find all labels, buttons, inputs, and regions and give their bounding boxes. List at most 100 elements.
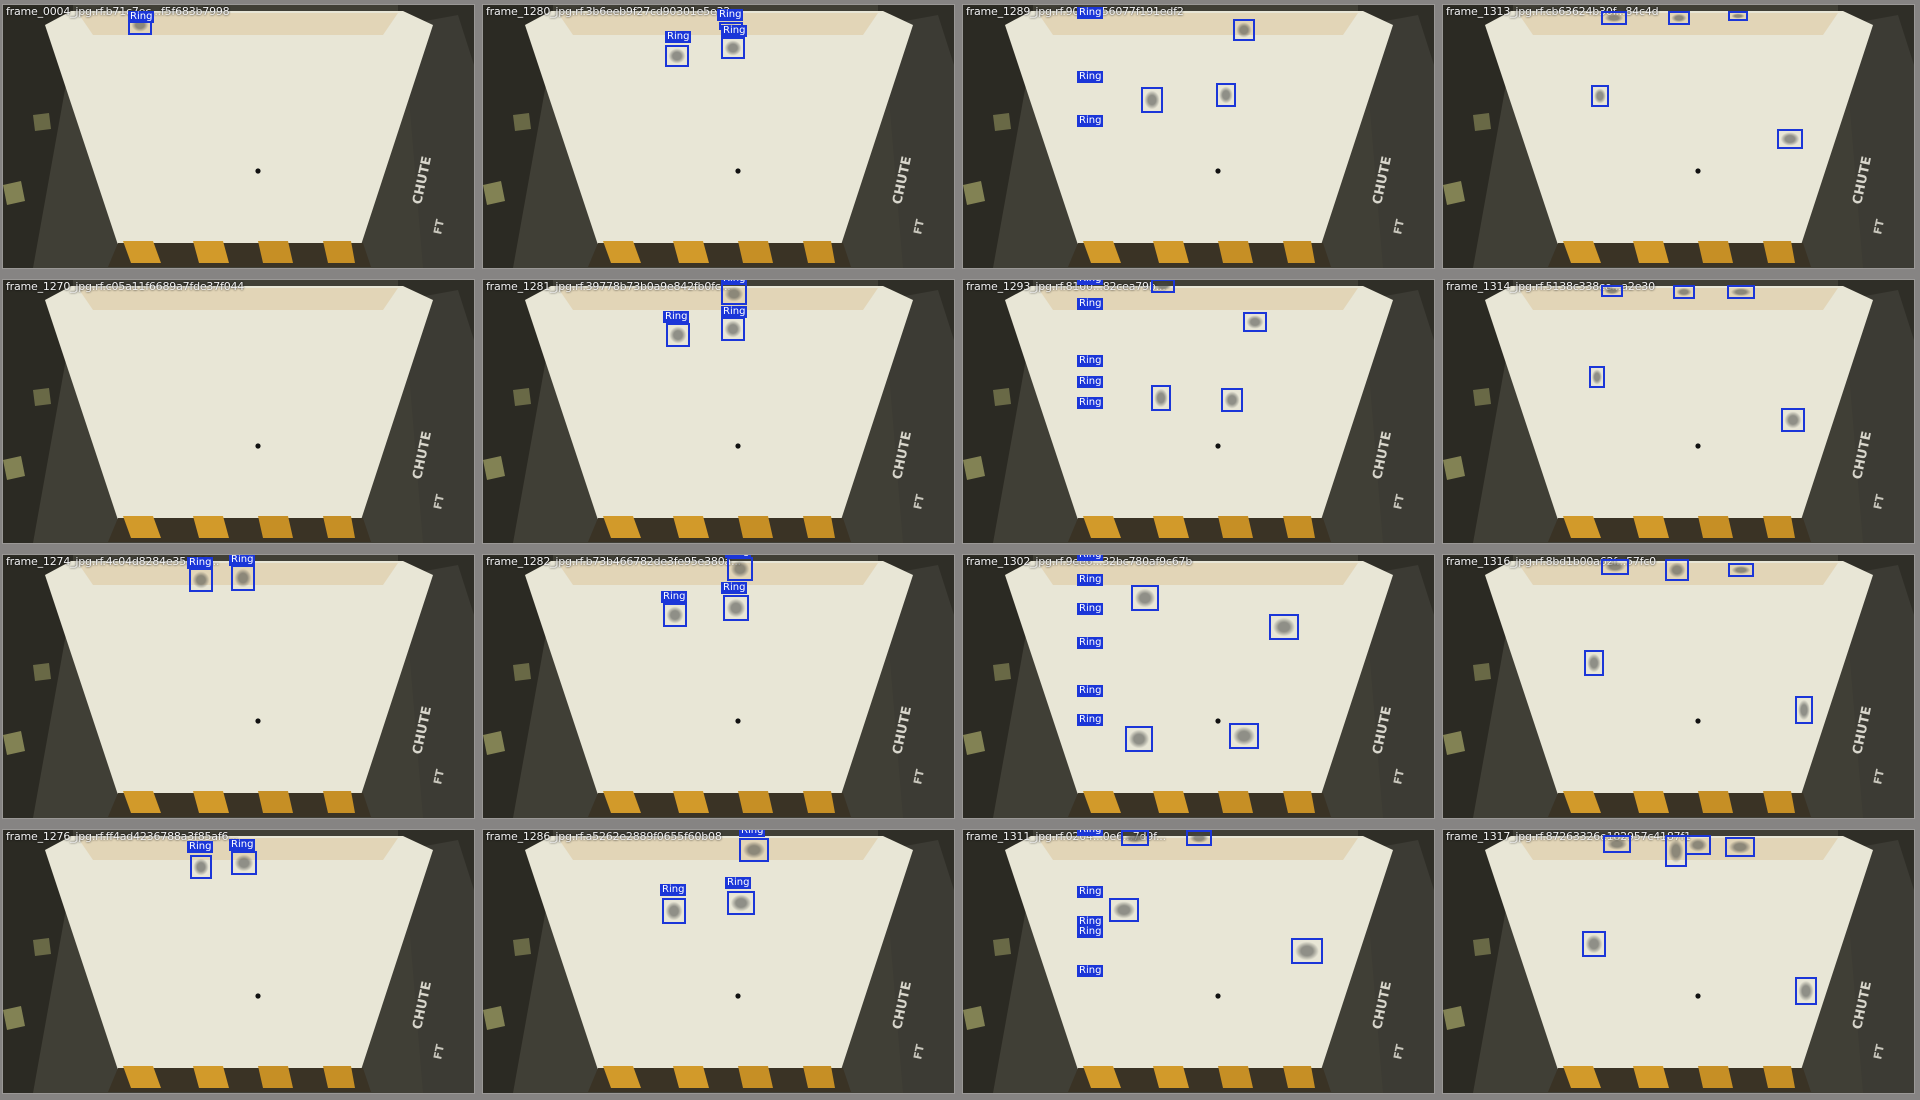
- class-label: Ring: [1077, 574, 1104, 586]
- svg-text:FT: FT: [911, 218, 927, 236]
- ring-bounding-box: [1601, 285, 1623, 297]
- frame-filename: frame_1317_jpg.rf.87263326e182957c4187f1: [1446, 830, 1691, 843]
- frame-filename: frame_1281_jpg.rf.39778b73b0a9e842fb0fc.…: [486, 280, 731, 293]
- class-label: Ring: [1077, 397, 1104, 409]
- class-label: Ring: [1077, 685, 1104, 697]
- ring-bounding-box: [1269, 614, 1299, 640]
- class-label: Ring: [1077, 916, 1104, 928]
- class-label: Ring: [721, 25, 748, 37]
- frame-filename: frame_1280_jpg.rf.3b6eeb9f27cd90301e5e32…: [486, 5, 741, 18]
- ring-bounding-box: [1685, 835, 1711, 855]
- ring-bounding-box: [1777, 129, 1803, 149]
- ring-bounding-box: [1603, 835, 1631, 853]
- class-label: Ring: [1077, 355, 1104, 367]
- ring-bounding-box: [1151, 385, 1171, 411]
- ring-bounding-box: [1601, 11, 1627, 25]
- ring-bounding-box: [1668, 11, 1690, 25]
- frame-filename: frame_1276_jpg.rf.ff4ad4236788a3f85af6..…: [6, 830, 239, 843]
- ring-bounding-box: [663, 603, 687, 627]
- image-tile: CHUTE FT frame_1276_jpg.rf.ff4ad4236788a…: [2, 829, 475, 1094]
- svg-text:FT: FT: [1871, 1043, 1887, 1061]
- ring-bounding-box: [1795, 977, 1817, 1005]
- class-label: Ring: [661, 591, 688, 603]
- class-label: Ring: [739, 830, 766, 837]
- class-label: Ring: [1077, 886, 1104, 898]
- class-label: Ring: [229, 554, 256, 566]
- ring-bounding-box: [1151, 280, 1175, 293]
- class-label: Ring: [721, 280, 748, 285]
- class-label: Ring: [725, 555, 752, 558]
- ring-bounding-box: [1243, 312, 1267, 332]
- frame-filename: frame_1311_jpg.rf.0204...0e6...7d9f...: [966, 830, 1166, 843]
- svg-text:FT: FT: [431, 768, 447, 786]
- class-label: Ring: [128, 11, 155, 23]
- ring-bounding-box: [190, 855, 212, 879]
- class-label: Ring: [1077, 714, 1104, 726]
- image-tile: CHUTE FT frame_1313_jpg.rf.cb63624b30f..…: [1442, 4, 1915, 269]
- frame-filename: frame_1282_jpg.rf.b73b466782de3fe95e380a…: [486, 555, 741, 568]
- ring-bounding-box: [1109, 898, 1139, 922]
- class-label: Ring: [1077, 71, 1104, 83]
- class-label: Ring: [717, 9, 744, 21]
- ring-bounding-box: [727, 557, 753, 581]
- class-label: Ring: [187, 841, 214, 853]
- ring-bounding-box: [1728, 563, 1754, 577]
- image-tile: CHUTE FT frame_1314_jpg.rf.5138c338ce...…: [1442, 279, 1915, 544]
- class-label: Ring: [1077, 830, 1104, 836]
- ring-bounding-box: [1665, 559, 1689, 581]
- ring-bounding-box: [1233, 19, 1255, 41]
- svg-text:FT: FT: [1871, 218, 1887, 236]
- image-tile: CHUTE FT frame_1274_jpg.rf.4c04d8284e351…: [2, 554, 475, 819]
- svg-text:FT: FT: [1391, 493, 1407, 511]
- svg-text:FT: FT: [911, 1043, 927, 1061]
- image-tile: CHUTE FT frame_1282_jpg.rf.b73b466782de3…: [482, 554, 955, 819]
- svg-text:FT: FT: [911, 768, 927, 786]
- svg-text:FT: FT: [431, 1043, 447, 1061]
- ring-bounding-box: [727, 891, 755, 915]
- ring-bounding-box: [231, 851, 257, 875]
- ring-bounding-box: [721, 317, 745, 341]
- ring-bounding-box: [721, 283, 747, 305]
- class-label: Ring: [665, 31, 692, 43]
- class-label: Ring: [1077, 298, 1104, 310]
- ring-bounding-box: [1601, 559, 1629, 575]
- ring-bounding-box: [1121, 830, 1149, 846]
- ring-bounding-box: [1216, 83, 1236, 107]
- ring-bounding-box: [1728, 11, 1748, 21]
- ring-bounding-box: [1141, 87, 1163, 113]
- class-label: Ring: [1077, 376, 1104, 388]
- image-tile: CHUTE FT frame_0004_jpg.rf.b71c7ec...f5f…: [2, 4, 475, 269]
- frame-filename: frame_1270_jpg.rf.c05a11f6689a7fde37f044: [6, 280, 245, 293]
- ring-bounding-box: [1582, 931, 1606, 957]
- image-tile: CHUTE FT frame_1293_jpg.rf.8100...82cea7…: [962, 279, 1435, 544]
- svg-text:FT: FT: [1391, 1043, 1407, 1061]
- image-tile: CHUTE FT frame_1286_jpg.rf.a5262e2889f06…: [482, 829, 955, 1094]
- ring-bounding-box: [1589, 366, 1605, 388]
- class-label: Ring: [721, 306, 748, 318]
- frame-filename: frame_1302_jpg.rf.9ee6...32bc780af9c67b: [966, 555, 1193, 568]
- ring-bounding-box: [1125, 726, 1153, 752]
- frame-filename: frame_1274_jpg.rf.4c04d8284e35170f...: [6, 555, 220, 568]
- svg-text:FT: FT: [431, 218, 447, 236]
- ring-bounding-box: [1665, 835, 1687, 867]
- ring-bounding-box: [1781, 408, 1805, 432]
- image-tile: CHUTE FT frame_1316_jpg.rf.8bd1b00a62f..…: [1442, 554, 1915, 819]
- image-tile: CHUTE FT frame_1280_jpg.rf.3b6eeb9f27cd9…: [482, 4, 955, 269]
- image-tile: CHUTE FT frame_1302_jpg.rf.9ee6...32bc78…: [962, 554, 1435, 819]
- image-tile: CHUTE FT frame_1311_jpg.rf.0204...0e6...…: [962, 829, 1435, 1094]
- svg-text:FT: FT: [1391, 218, 1407, 236]
- svg-text:FT: FT: [1871, 493, 1887, 511]
- class-label: Ring: [725, 877, 752, 889]
- frame-filename: frame_1293_jpg.rf.8100...82cea79b...: [966, 280, 1166, 293]
- ring-bounding-box: [723, 595, 749, 621]
- image-tile: CHUTE FT frame_1289_jpg.rf.90bc...56077f…: [962, 4, 1435, 269]
- ring-bounding-box: [1221, 388, 1243, 412]
- svg-text:FT: FT: [431, 493, 447, 511]
- frame-filename: frame_1314_jpg.rf.5138c338ce...a2e30: [1446, 280, 1655, 293]
- image-tile: CHUTE FT frame_1317_jpg.rf.87263326e1829…: [1442, 829, 1915, 1094]
- ring-bounding-box: [721, 37, 745, 59]
- svg-text:FT: FT: [1391, 768, 1407, 786]
- ring-bounding-box: [231, 565, 255, 591]
- ring-bounding-box: [662, 898, 686, 924]
